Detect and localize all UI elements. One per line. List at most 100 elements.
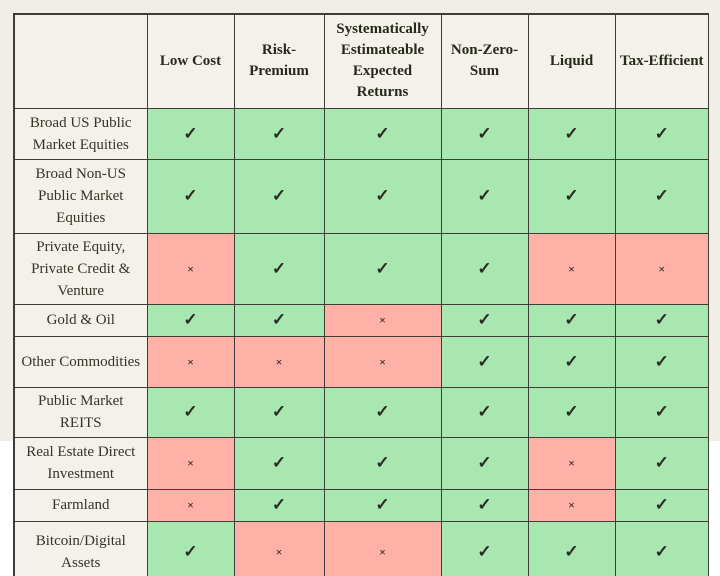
check-cell: ✓ [146,386,235,438]
cross-icon: × [187,354,194,369]
check-cell: ✓ [323,386,442,438]
check-icon: ✓ [375,495,390,514]
table-row: Broad US Public Market Equities ✓ ✓ ✓ ✓ ✓ ✓ [13,107,709,160]
row-label: Other Commodities [13,335,148,388]
check-cell: ✓ [233,436,325,490]
check-icon: ✓ [375,186,390,205]
check-icon: ✓ [271,402,287,421]
row-label: Gold & Oil [13,303,148,337]
check-cell: ✓ [527,303,616,337]
column-header-low-cost: Low Cost [146,13,235,109]
cross-icon: × [187,456,194,470]
cross-cell: × [146,488,235,522]
check-icon: ✓ [564,351,579,371]
table-header: Low Cost Risk-Premium Systematically Est… [13,13,709,109]
row-label: Farmland [13,488,148,522]
check-cell: ✓ [146,158,235,234]
cross-icon: × [275,544,283,559]
check-icon: ✓ [654,310,669,329]
cross-icon: × [275,354,283,369]
row-label: Broad Non-US Public Market Equities [13,158,148,234]
check-icon: ✓ [654,453,669,472]
table-row: Farmland × ✓ ✓ ✓ × ✓ [13,488,709,522]
check-icon: ✓ [271,258,287,278]
check-cell: ✓ [440,335,529,388]
check-cell: ✓ [146,303,235,337]
cross-cell: × [527,436,616,490]
check-cell: ✓ [440,303,529,337]
column-header-tax-efficient: Tax-Efficient [614,13,709,109]
table-container: Low Cost Risk-Premium Systematically Est… [13,13,709,576]
check-icon: ✓ [654,541,669,561]
check-cell: ✓ [323,158,442,234]
cross-icon: × [379,354,386,369]
check-icon: ✓ [271,186,287,205]
check-icon: ✓ [477,495,492,514]
check-cell: ✓ [527,158,616,234]
check-icon: ✓ [564,402,579,421]
cross-cell: × [146,436,235,490]
check-cell: ✓ [233,232,325,305]
check-cell: ✓ [527,335,616,388]
check-icon: ✓ [271,310,287,329]
check-cell: ✓ [440,488,529,522]
check-cell: ✓ [614,520,709,576]
check-icon: ✓ [271,453,287,472]
cross-cell: × [323,335,442,388]
cross-icon: × [568,261,575,276]
cross-icon: × [568,498,575,512]
check-icon: ✓ [375,402,390,421]
cross-cell: × [146,232,235,305]
check-icon: ✓ [477,310,492,329]
check-icon: ✓ [477,402,492,421]
check-icon: ✓ [564,123,579,143]
cross-cell: × [323,520,442,576]
cross-cell: × [233,335,325,388]
check-cell: ✓ [527,520,616,576]
check-icon: ✓ [375,258,390,278]
cross-cell: × [527,232,616,305]
check-icon: ✓ [477,351,492,371]
check-icon: ✓ [477,541,492,561]
check-cell: ✓ [323,488,442,522]
cross-cell: × [614,232,709,305]
cross-icon: × [658,261,666,276]
check-icon: ✓ [271,495,287,514]
check-icon: ✓ [271,123,287,143]
column-header-systematically-estimateable-expected-returns: Systematically Estimateable Expected Ret… [323,13,442,109]
check-cell: ✓ [233,488,325,522]
check-icon: ✓ [654,351,669,371]
table-row: Gold & Oil ✓ ✓ × ✓ ✓ ✓ [13,303,709,337]
check-icon: ✓ [183,186,198,205]
check-icon: ✓ [183,402,198,421]
check-icon: ✓ [375,453,390,472]
header-row: Low Cost Risk-Premium Systematically Est… [13,13,709,109]
cross-cell: × [233,520,325,576]
row-label: Broad US Public Market Equities [13,107,148,160]
check-cell: ✓ [146,107,235,160]
cross-icon: × [568,456,575,470]
check-cell: ✓ [440,520,529,576]
cross-cell: × [527,488,616,522]
check-cell: ✓ [527,107,616,160]
check-icon: ✓ [183,541,198,561]
check-cell: ✓ [440,158,529,234]
check-cell: ✓ [614,386,709,438]
check-cell: ✓ [614,436,709,490]
check-icon: ✓ [654,495,669,514]
column-header-liquid: Liquid [527,13,616,109]
table-row: Broad Non-US Public Market Equities ✓ ✓ ✓ ✓ ✓… [13,158,709,234]
check-icon: ✓ [654,402,669,421]
check-cell: ✓ [323,436,442,490]
cross-cell: × [146,335,235,388]
check-cell: ✓ [614,335,709,388]
check-cell: ✓ [614,107,709,160]
check-cell: ✓ [323,107,442,160]
comparison-table: Low Cost Risk-Premium Systematically Est… [13,13,709,576]
row-label: Private Equity, Private Credit & Venture [13,232,148,305]
cross-icon: × [379,313,386,327]
cross-icon: × [187,261,194,276]
check-cell: ✓ [527,386,616,438]
check-cell: ✓ [440,107,529,160]
check-icon: ✓ [564,541,579,561]
